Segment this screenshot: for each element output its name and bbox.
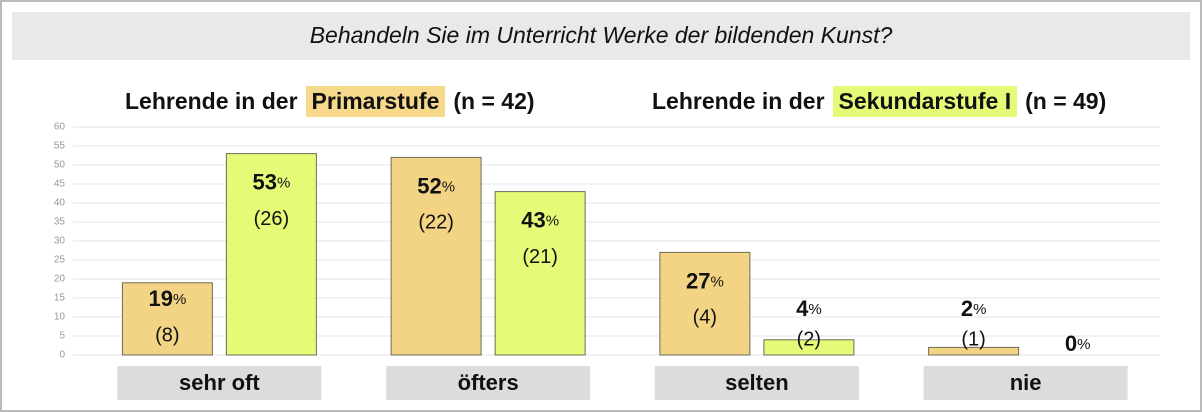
value-number: 53 [252, 169, 276, 194]
y-tick-label: 35 [54, 217, 66, 228]
y-tick-label: 45 [54, 179, 66, 190]
value-unit: % [808, 301, 821, 318]
bar [928, 346, 1020, 356]
title-band [12, 12, 1190, 60]
value-label: 43% [521, 207, 559, 232]
y-tick-label: 60 [54, 122, 66, 133]
count-label: (1) [961, 328, 985, 350]
y-tick-label: 30 [54, 236, 66, 247]
legend-suffix: (n = 49) [1025, 87, 1107, 114]
y-tick-label: 10 [54, 312, 66, 323]
bar [390, 156, 482, 356]
count-label: (4) [693, 307, 717, 329]
value-number: 27 [686, 268, 710, 293]
y-tick-label: 50 [54, 160, 66, 171]
value-label: 53% [252, 169, 290, 194]
bar [763, 339, 855, 356]
value-unit: % [442, 178, 455, 195]
value-unit: % [546, 213, 559, 230]
bar [659, 251, 751, 356]
y-tick-label: 5 [59, 331, 65, 342]
legend-name: Primarstufe [305, 85, 446, 117]
value-unit: % [710, 273, 723, 290]
x-tick-label: öfters [458, 370, 519, 395]
bar [121, 282, 213, 356]
x-tick-label: nie [1010, 370, 1042, 395]
y-tick-label: 15 [54, 293, 66, 304]
value-unit: % [973, 301, 986, 318]
value-number: 19 [148, 286, 172, 311]
category-box [923, 366, 1128, 400]
legend-entry: Lehrende in der Primarstufe (n = 42) [125, 84, 535, 118]
value-label: 2% [961, 296, 987, 321]
legend-suffix: (n = 42) [453, 87, 535, 114]
category-box [386, 366, 591, 400]
value-number: 43 [521, 207, 545, 232]
y-tick-label: 55 [54, 141, 66, 152]
count-label: (22) [418, 212, 454, 234]
count-label: (2) [797, 328, 821, 350]
y-tick-label: 25 [54, 255, 66, 266]
x-tick-label: sehr oft [179, 370, 260, 395]
value-unit: % [173, 291, 186, 308]
category-box [117, 366, 322, 400]
legend-entry: Lehrende in der Sekundarstufe I (n = 49) [652, 84, 1106, 118]
count-label: (26) [254, 208, 290, 230]
value-label: 19% [148, 286, 186, 311]
y-tick-label: 20 [54, 274, 66, 285]
value-label: 27% [686, 268, 724, 293]
x-tick-label: selten [725, 370, 789, 395]
value-unit: % [1077, 336, 1090, 353]
count-label: (8) [155, 324, 179, 346]
legend-name: Sekundarstufe I [832, 85, 1018, 117]
y-tick-label: 0 [59, 350, 65, 361]
category-box [654, 366, 859, 400]
value-number: 4 [796, 296, 809, 321]
legend-prefix: Lehrende in der [652, 87, 825, 114]
value-label: 0% [1065, 331, 1091, 356]
legend-prefix: Lehrende in der [125, 87, 298, 114]
chart-title: Behandeln Sie im Unterricht Werke der bi… [310, 22, 893, 48]
value-label: 4% [796, 296, 822, 321]
bar [225, 153, 317, 356]
value-unit: % [277, 175, 290, 192]
value-number: 0 [1065, 331, 1077, 356]
value-number: 2 [961, 296, 973, 321]
count-label: (21) [522, 246, 558, 268]
y-tick-label: 40 [54, 198, 66, 209]
value-label: 52% [417, 173, 455, 198]
bar [494, 191, 586, 356]
value-number: 52 [417, 173, 441, 198]
